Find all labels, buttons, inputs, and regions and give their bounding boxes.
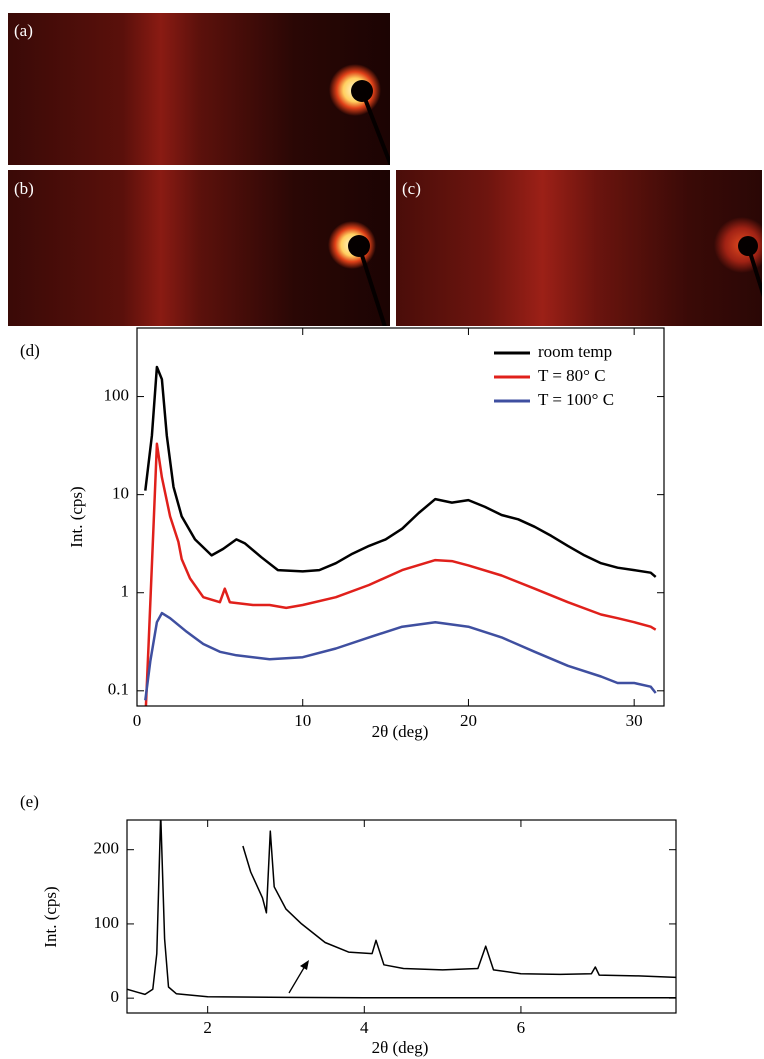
legend-label: room temp <box>538 342 612 361</box>
panel-label: (e) <box>20 792 39 811</box>
plot-frame <box>126 819 677 1014</box>
y-tick-label: 0 <box>111 987 120 1006</box>
y-tick-label: 10 <box>112 484 129 503</box>
x-axis-label: 2θ (deg) <box>372 722 429 741</box>
arrow-head <box>300 960 309 970</box>
panel-label: (d) <box>20 341 40 360</box>
x-tick-label: 2 <box>203 1018 212 1037</box>
x-tick-label: 6 <box>517 1018 526 1037</box>
y-tick-label: 0.1 <box>108 680 129 699</box>
y-tick-label: 100 <box>104 385 130 404</box>
plot-frame <box>136 327 665 707</box>
data-line <box>144 442 657 706</box>
y-axis-label: Int. (cps) <box>41 886 60 947</box>
data-line <box>144 365 657 578</box>
x-tick-label: 10 <box>294 711 311 730</box>
x-tick-label: 30 <box>626 711 643 730</box>
data-line <box>127 820 676 999</box>
pattern-c <box>396 170 762 326</box>
panel-label: (b) <box>14 179 34 198</box>
legend-label: T = 80° C <box>538 366 606 385</box>
y-tick-label: 100 <box>94 913 120 932</box>
x-tick-label: 4 <box>360 1018 369 1037</box>
x-tick-label: 20 <box>460 711 477 730</box>
y-axis-label: Int. (cps) <box>67 486 86 547</box>
x-tick-label: 0 <box>133 711 142 730</box>
panel-label: (c) <box>402 179 421 198</box>
data-line <box>144 611 657 701</box>
y-tick-label: 200 <box>94 839 120 858</box>
legend-label: T = 100° C <box>538 390 614 409</box>
y-tick-label: 1 <box>121 582 130 601</box>
pattern-b <box>8 170 390 326</box>
data-line <box>242 830 676 979</box>
panel-label: (a) <box>14 21 33 40</box>
pattern-a <box>8 13 390 165</box>
x-axis-label: 2θ (deg) <box>372 1038 429 1057</box>
arrow <box>288 965 306 994</box>
